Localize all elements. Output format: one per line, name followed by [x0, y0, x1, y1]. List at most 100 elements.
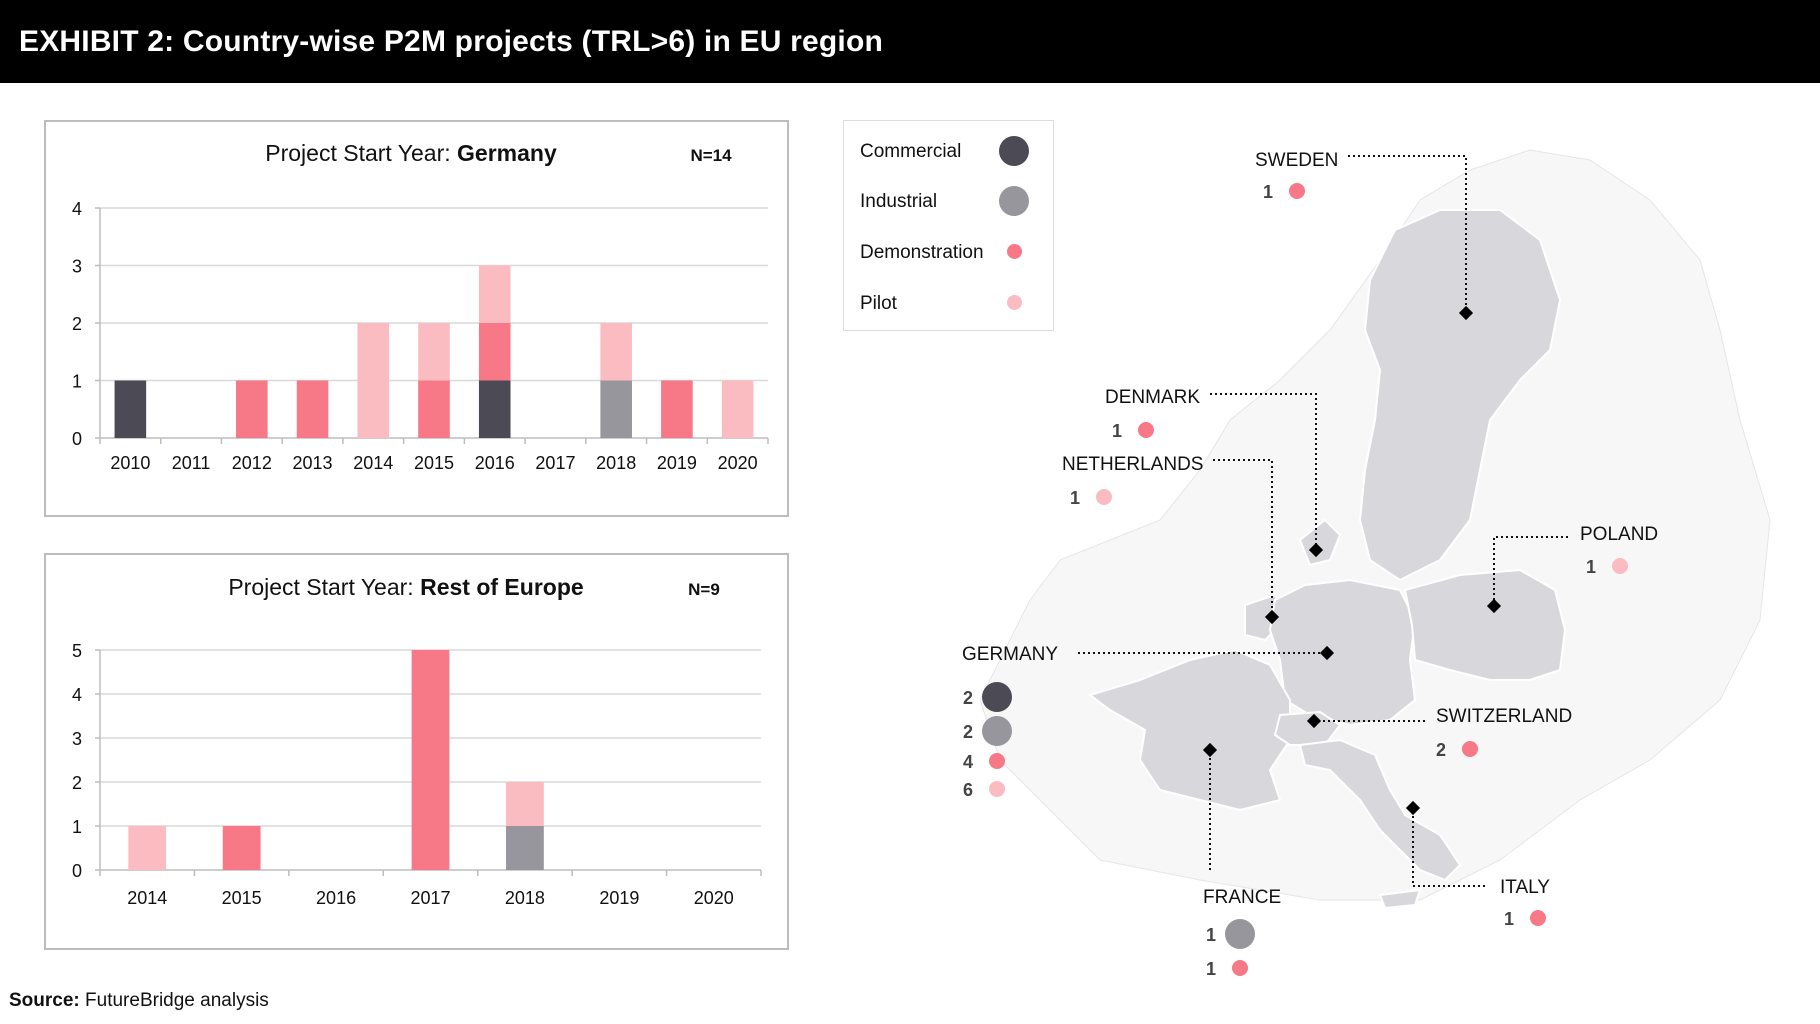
project-dot-demonstration [989, 753, 1005, 769]
country-label: POLAND [1580, 524, 1658, 545]
location-marker [1458, 305, 1474, 321]
project-dot-demonstration [1462, 741, 1478, 757]
callout-denmark: DENMARK 1 [1105, 387, 1324, 558]
france-shape [1087, 648, 1291, 812]
source-text: FutureBridge analysis [79, 990, 269, 1011]
x-tick-label: 2018 [596, 453, 636, 473]
location-marker [1264, 609, 1280, 625]
y-tick-label: 1 [72, 372, 82, 392]
bar-pilot-2014 [357, 323, 390, 438]
chart-title-prefix: Project Start Year: [265, 140, 457, 166]
bar-industrial-2018 [600, 380, 632, 438]
location-marker [1319, 645, 1335, 661]
project-dot-pilot [1096, 489, 1112, 505]
callout-sweden: SWEDEN 1 [1255, 150, 1474, 321]
x-tick-label: 2012 [232, 453, 272, 473]
x-tick-label: 2018 [505, 888, 545, 908]
project-dot-demonstration [1232, 960, 1248, 976]
y-tick-label: 3 [72, 257, 82, 277]
country-callouts: SWEDEN 1 DENMARK 1 NETHERLANDS 1 POLAND 1 GERMAN… [962, 150, 1658, 979]
x-tick-label: 2016 [475, 453, 515, 473]
bar-demonstration-2016 [478, 323, 511, 381]
legend-marker-demonstration [1007, 244, 1022, 259]
y-tick-label: 2 [72, 773, 82, 793]
denmark-shape [1298, 518, 1342, 567]
x-tick-label: 2011 [172, 453, 211, 473]
country-label: FRANCE [1203, 887, 1281, 908]
x-tick-label: 2019 [657, 453, 697, 473]
callout-france: FRANCE 1 1 [1202, 742, 1281, 979]
chart-title-country: Germany [457, 140, 557, 166]
bar-demonstration-2015 [222, 826, 261, 870]
bar-demonstration-2012 [236, 380, 268, 438]
y-tick-label: 5 [72, 641, 82, 661]
germany-chart: Project Start Year: Germany N=14 0 1 2 3 4 2010… [72, 140, 769, 473]
source-note: Source: FutureBridge analysis [9, 990, 269, 1012]
y-tick-label: 0 [72, 429, 82, 449]
bar-demonstration-2015 [418, 380, 450, 438]
x-tick-label: 2020 [694, 888, 734, 908]
callout-netherlands: NETHERLANDS 1 [1062, 454, 1280, 625]
bar-pilot-2015 [418, 323, 450, 381]
project-count: 1 [1206, 959, 1216, 979]
bar-pilot-2016 [478, 265, 511, 323]
x-tick-label: 2019 [599, 888, 639, 908]
location-marker [1486, 598, 1502, 614]
x-tick-label: 2010 [110, 453, 150, 473]
country-label: DENMARK [1105, 387, 1200, 408]
project-count: 2 [963, 688, 973, 708]
y-tick-label: 1 [72, 817, 82, 837]
y-tick-label: 0 [72, 861, 82, 881]
location-marker [1308, 542, 1324, 558]
project-dot-demonstration [1530, 910, 1546, 926]
callout-italy: ITALY 1 [1405, 800, 1550, 929]
chart-title: Project Start Year: Rest of Europe [228, 574, 583, 600]
bar-demonstration-2013 [296, 380, 329, 438]
bar-pilot-2018 [506, 782, 544, 826]
x-tick-label: 2017 [535, 453, 575, 473]
bar-commercial-2010 [114, 380, 147, 438]
leader-line [1412, 808, 1485, 887]
bar-commercial-2016 [478, 380, 511, 438]
legend-marker-industrial [999, 186, 1029, 216]
callout-germany: GERMANY 2 2 4 6 [962, 644, 1335, 800]
legend-marker-commercial [999, 136, 1029, 166]
project-dot-demonstration [1138, 422, 1154, 438]
sample-size-label: N=9 [688, 580, 720, 599]
bar-demonstration-2019 [661, 380, 693, 438]
project-count: 1 [1586, 557, 1596, 577]
legend-marker-pilot [1007, 295, 1022, 310]
legend: Commercial Industrial Demonstration Pilo… [843, 120, 1054, 331]
project-dot-pilot [1612, 558, 1628, 574]
x-tick-label: 2016 [316, 888, 356, 908]
project-dot-pilot [989, 781, 1005, 797]
project-count: 1 [1263, 182, 1273, 202]
y-tick-label: 4 [72, 685, 82, 705]
x-tick-label: 2015 [222, 888, 262, 908]
bar-pilot-2014 [128, 826, 167, 870]
callout-poland: POLAND 1 [1486, 524, 1658, 614]
bar-demonstration-2017 [411, 650, 450, 870]
legend-label-industrial: Industrial [860, 191, 938, 212]
x-tick-label: 2017 [410, 888, 450, 908]
source-label: Source: [9, 990, 80, 1011]
country-label: SWITZERLAND [1436, 706, 1572, 727]
bar-pilot-2020 [721, 380, 754, 438]
x-tick-label: 2014 [353, 453, 393, 473]
highlighted-countries [1087, 209, 1567, 910]
project-count: 1 [1206, 925, 1216, 945]
project-count: 4 [963, 752, 973, 772]
project-count: 2 [1436, 740, 1446, 760]
germany-shape [1268, 578, 1417, 727]
germany-chart-panel: Project Start Year: Germany N=14 0 1 2 3 4 2010… [44, 120, 789, 517]
x-tick-label: 2014 [127, 888, 167, 908]
project-dot-demonstration [1289, 183, 1305, 199]
y-tick-label: 3 [72, 729, 82, 749]
x-tick-label: 2013 [293, 453, 333, 473]
country-label: NETHERLANDS [1062, 454, 1203, 475]
project-count: 1 [1504, 909, 1514, 929]
exhibit-title: EXHIBIT 2: Country-wise P2M projects (TR… [0, 0, 1820, 83]
callout-switzerland: SWITZERLAND 2 [1306, 706, 1572, 760]
project-count: 1 [1112, 421, 1122, 441]
